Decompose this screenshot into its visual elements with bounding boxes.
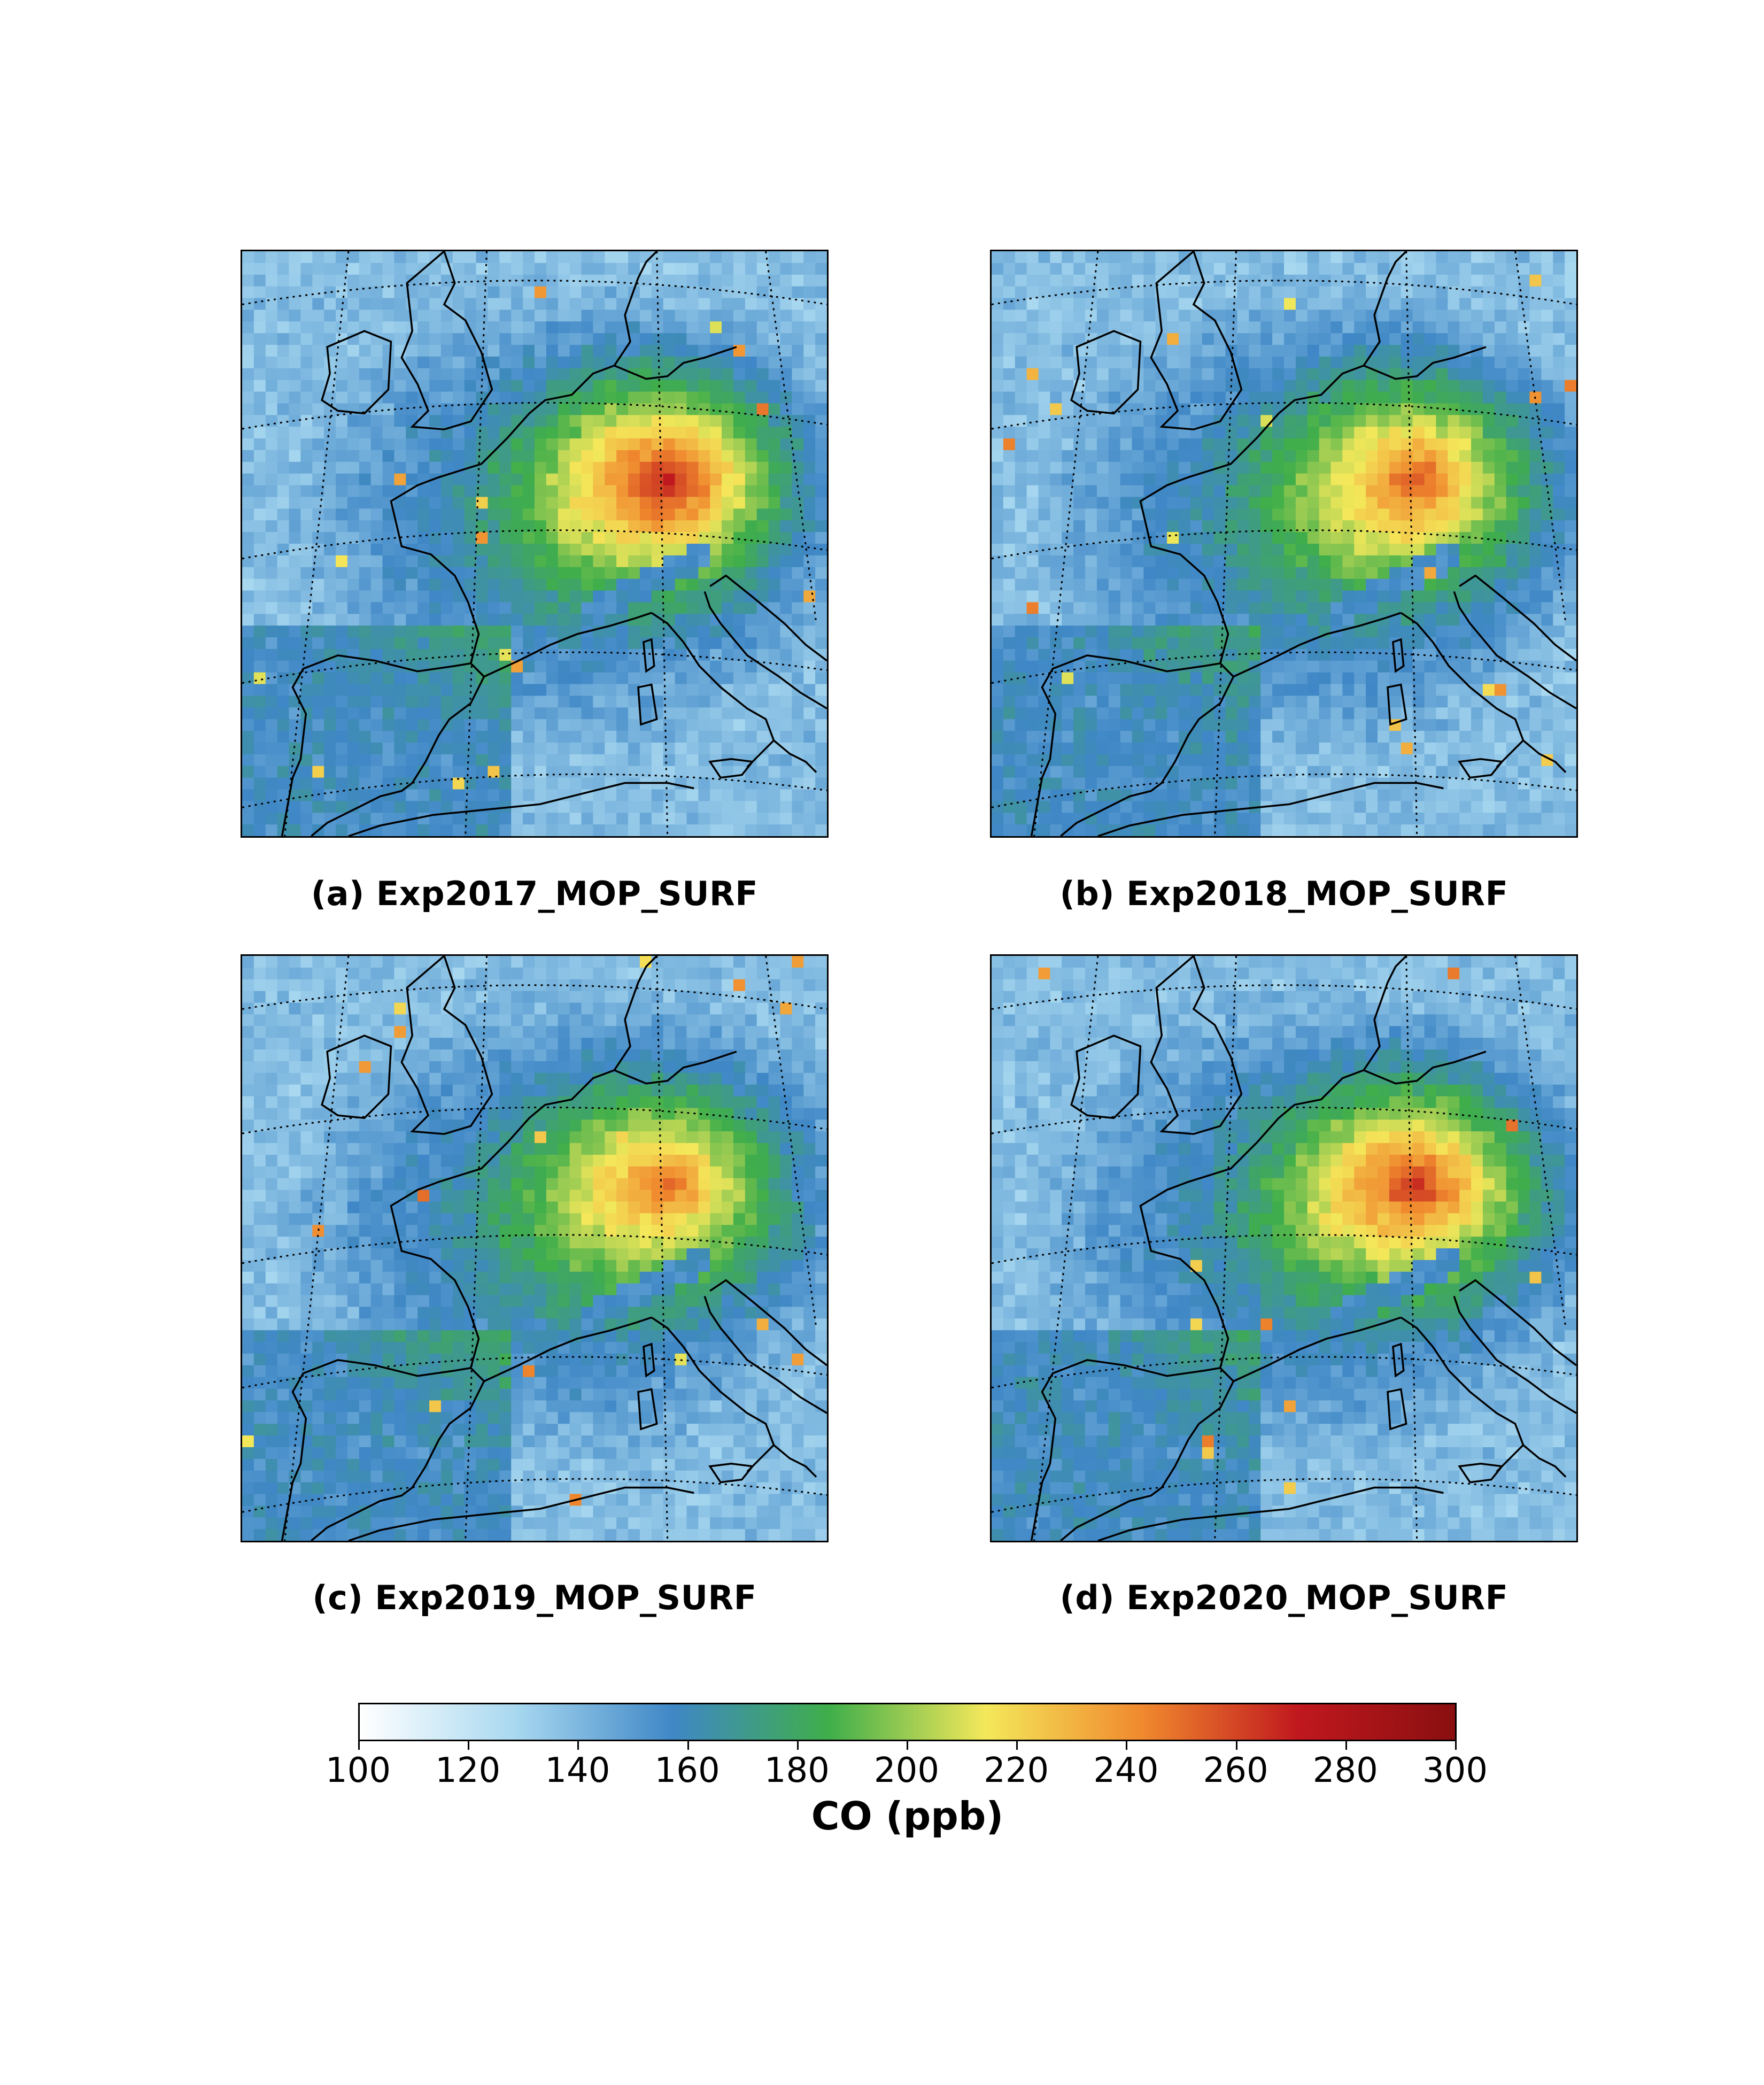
- colorbar-tick: [1345, 1741, 1347, 1750]
- colorbar-tick-label: 180: [764, 1751, 830, 1790]
- colorbar-tick-label: 300: [1422, 1751, 1488, 1790]
- co-concentration-map: [992, 956, 1576, 1541]
- co-concentration-map: [242, 956, 827, 1541]
- colorbar-tick: [907, 1741, 908, 1750]
- co-concentration-map: [992, 251, 1576, 836]
- colorbar-label: CO (ppb): [811, 1794, 1004, 1839]
- colorbar-tick: [1455, 1741, 1457, 1750]
- colorbar-tick: [358, 1741, 360, 1750]
- colorbar: [358, 1703, 1457, 1741]
- panel-title-b: (b) Exp2018_MOP_SURF: [1059, 874, 1508, 913]
- map-panel-d: [990, 954, 1578, 1542]
- colorbar-tick-label: 260: [1203, 1751, 1268, 1790]
- coastlines: [1030, 956, 1576, 1541]
- colorbar-tick: [1235, 1741, 1237, 1750]
- coastlines: [281, 251, 827, 836]
- panel-title-a: (a) Exp2017_MOP_SURF: [311, 874, 759, 913]
- panel-title-c: (c) Exp2019_MOP_SURF: [312, 1578, 757, 1617]
- colorbar-tick-label: 160: [654, 1751, 720, 1790]
- panel-title-d: (d) Exp2020_MOP_SURF: [1059, 1578, 1508, 1617]
- colorbar-tick: [1016, 1741, 1018, 1750]
- map-panel-b: [990, 250, 1578, 838]
- colorbar-tick-label: 200: [873, 1751, 940, 1790]
- colorbar-tick-label: 280: [1312, 1751, 1378, 1790]
- colorbar-tick-label: 140: [545, 1751, 610, 1790]
- colorbar-tick-label: 240: [1093, 1751, 1159, 1790]
- colorbar-tick: [577, 1741, 579, 1750]
- colorbar-tick-label: 120: [435, 1751, 501, 1790]
- coastlines: [281, 956, 827, 1541]
- colorbar-tick-label: 100: [325, 1751, 391, 1790]
- map-panel-c: [241, 954, 829, 1542]
- co-concentration-map: [242, 251, 827, 836]
- colorbar-tick: [1126, 1741, 1128, 1750]
- colorbar-tick: [687, 1741, 689, 1750]
- colorbar-tick-label: 220: [984, 1751, 1049, 1790]
- map-panel-a: [241, 250, 829, 838]
- colorbar-tick: [468, 1741, 470, 1750]
- colorbar-tick: [796, 1741, 799, 1750]
- coastlines: [1030, 251, 1576, 836]
